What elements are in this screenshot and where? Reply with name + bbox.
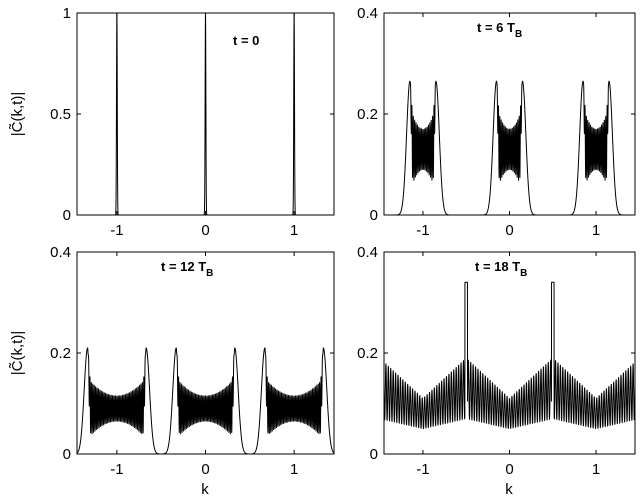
y-tick-label: 0.2 [357, 106, 378, 123]
y-tick-label: 0 [63, 207, 71, 224]
x-tick-label: 0 [505, 461, 513, 478]
panel-title: t = 12 TB [161, 259, 213, 279]
x-tick-label: -1 [416, 461, 429, 478]
panel-title: t = 0 [233, 33, 259, 48]
y-tick-label: 0.4 [357, 5, 378, 22]
y-tick-label: 1 [63, 5, 71, 22]
y-tick-label: 0.4 [357, 244, 378, 261]
panel-title: t = 6 TB [477, 20, 522, 40]
x-ticks: -1 0 1 [416, 13, 600, 239]
y-tick-label: 0 [370, 207, 378, 224]
x-tick-label: 1 [290, 222, 298, 239]
axes-frame [76, 251, 335, 455]
x-ticks: -1 0 1 [110, 13, 298, 239]
y-ticks: 00.51 [50, 5, 334, 224]
y-axis-label: |C̃(k,t)| [9, 92, 26, 136]
series-line [76, 347, 335, 455]
panel-top-right: -1 0 1 0 0.2 0.4 t = 6 TB [357, 5, 636, 239]
y-ticks: 0 0.2 0.4 [357, 5, 635, 224]
x-axis-label: k [505, 481, 513, 498]
panel-bottom-left: -1 0 1 0 0.2 0.4 t = 12 TB |C̃(k,t)| k [9, 244, 335, 498]
x-tick-label: 1 [290, 461, 298, 478]
y-tick-label: 0.4 [50, 244, 71, 261]
x-tick-label: -1 [110, 222, 123, 239]
y-ticks: 0 0.2 0.4 [50, 244, 334, 463]
x-tick-label: -1 [110, 461, 123, 478]
panel-top-left: -1 0 1 00.51 t = 0 |C̃(k,t)| [9, 5, 335, 239]
panel-title: t = 18 TB [475, 259, 527, 279]
y-ticks: 0 0.2 0.4 [357, 244, 635, 463]
y-tick-label: 0.5 [50, 106, 71, 123]
x-tick-label: 0 [201, 461, 209, 478]
series-line [76, 12, 335, 216]
y-tick-label: 0.2 [50, 345, 71, 362]
y-tick-label: 0.2 [357, 345, 378, 362]
x-axis-label: k [201, 481, 209, 498]
x-tick-label: 0 [505, 222, 513, 239]
series-line [383, 281, 636, 430]
x-tick-label: 1 [592, 461, 600, 478]
x-tick-label: -1 [416, 222, 429, 239]
y-tick-label: 0 [63, 446, 71, 463]
x-ticks: -1 0 1 [416, 252, 600, 478]
x-ticks: -1 0 1 [110, 252, 298, 478]
y-tick-label: 0 [370, 446, 378, 463]
x-tick-label: 1 [592, 222, 600, 239]
panel-bottom-right: -1 0 1 0 0.2 0.4 t = 18 TB k [357, 244, 636, 498]
series-line [383, 80, 636, 216]
x-tick-label: 0 [201, 222, 209, 239]
y-axis-label: |C̃(k,t)| [9, 331, 26, 375]
axes-frame [383, 12, 636, 216]
